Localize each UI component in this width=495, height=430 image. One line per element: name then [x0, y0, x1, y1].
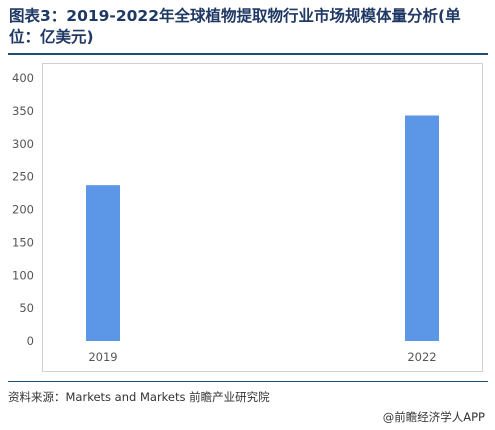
y-tick-label: 100: [12, 268, 34, 282]
y-tick-label: 50: [19, 301, 34, 315]
title-divider: [8, 53, 488, 55]
y-tick-label: 150: [12, 235, 34, 249]
y-axis: 0 50 100 150 200 250 300 350 400: [12, 71, 34, 348]
x-tick-label: 2022: [407, 350, 436, 364]
y-tick-label: 0: [27, 334, 34, 348]
y-tick-label: 200: [12, 203, 34, 217]
bars: [86, 115, 439, 341]
source-note: 资料来源：Markets and Markets 前瞻产业研究院: [8, 390, 270, 404]
x-axis: 2019 2022: [88, 350, 436, 364]
bar-2022: [405, 115, 439, 341]
chart-title: 图表3：2019-2022年全球植物提取物行业市场规模体量分析(单位：亿美元): [9, 7, 461, 46]
x-tick-label: 2019: [88, 350, 117, 364]
footer-divider: [8, 381, 488, 382]
bar-2019: [86, 185, 120, 341]
y-tick-label: 400: [12, 71, 34, 85]
plot-area: [42, 63, 483, 372]
y-tick-label: 350: [12, 104, 34, 118]
y-tick-label: 250: [12, 170, 34, 184]
credit-note: @前瞻经济学人APP: [382, 410, 485, 424]
y-tick-label: 300: [12, 137, 34, 151]
